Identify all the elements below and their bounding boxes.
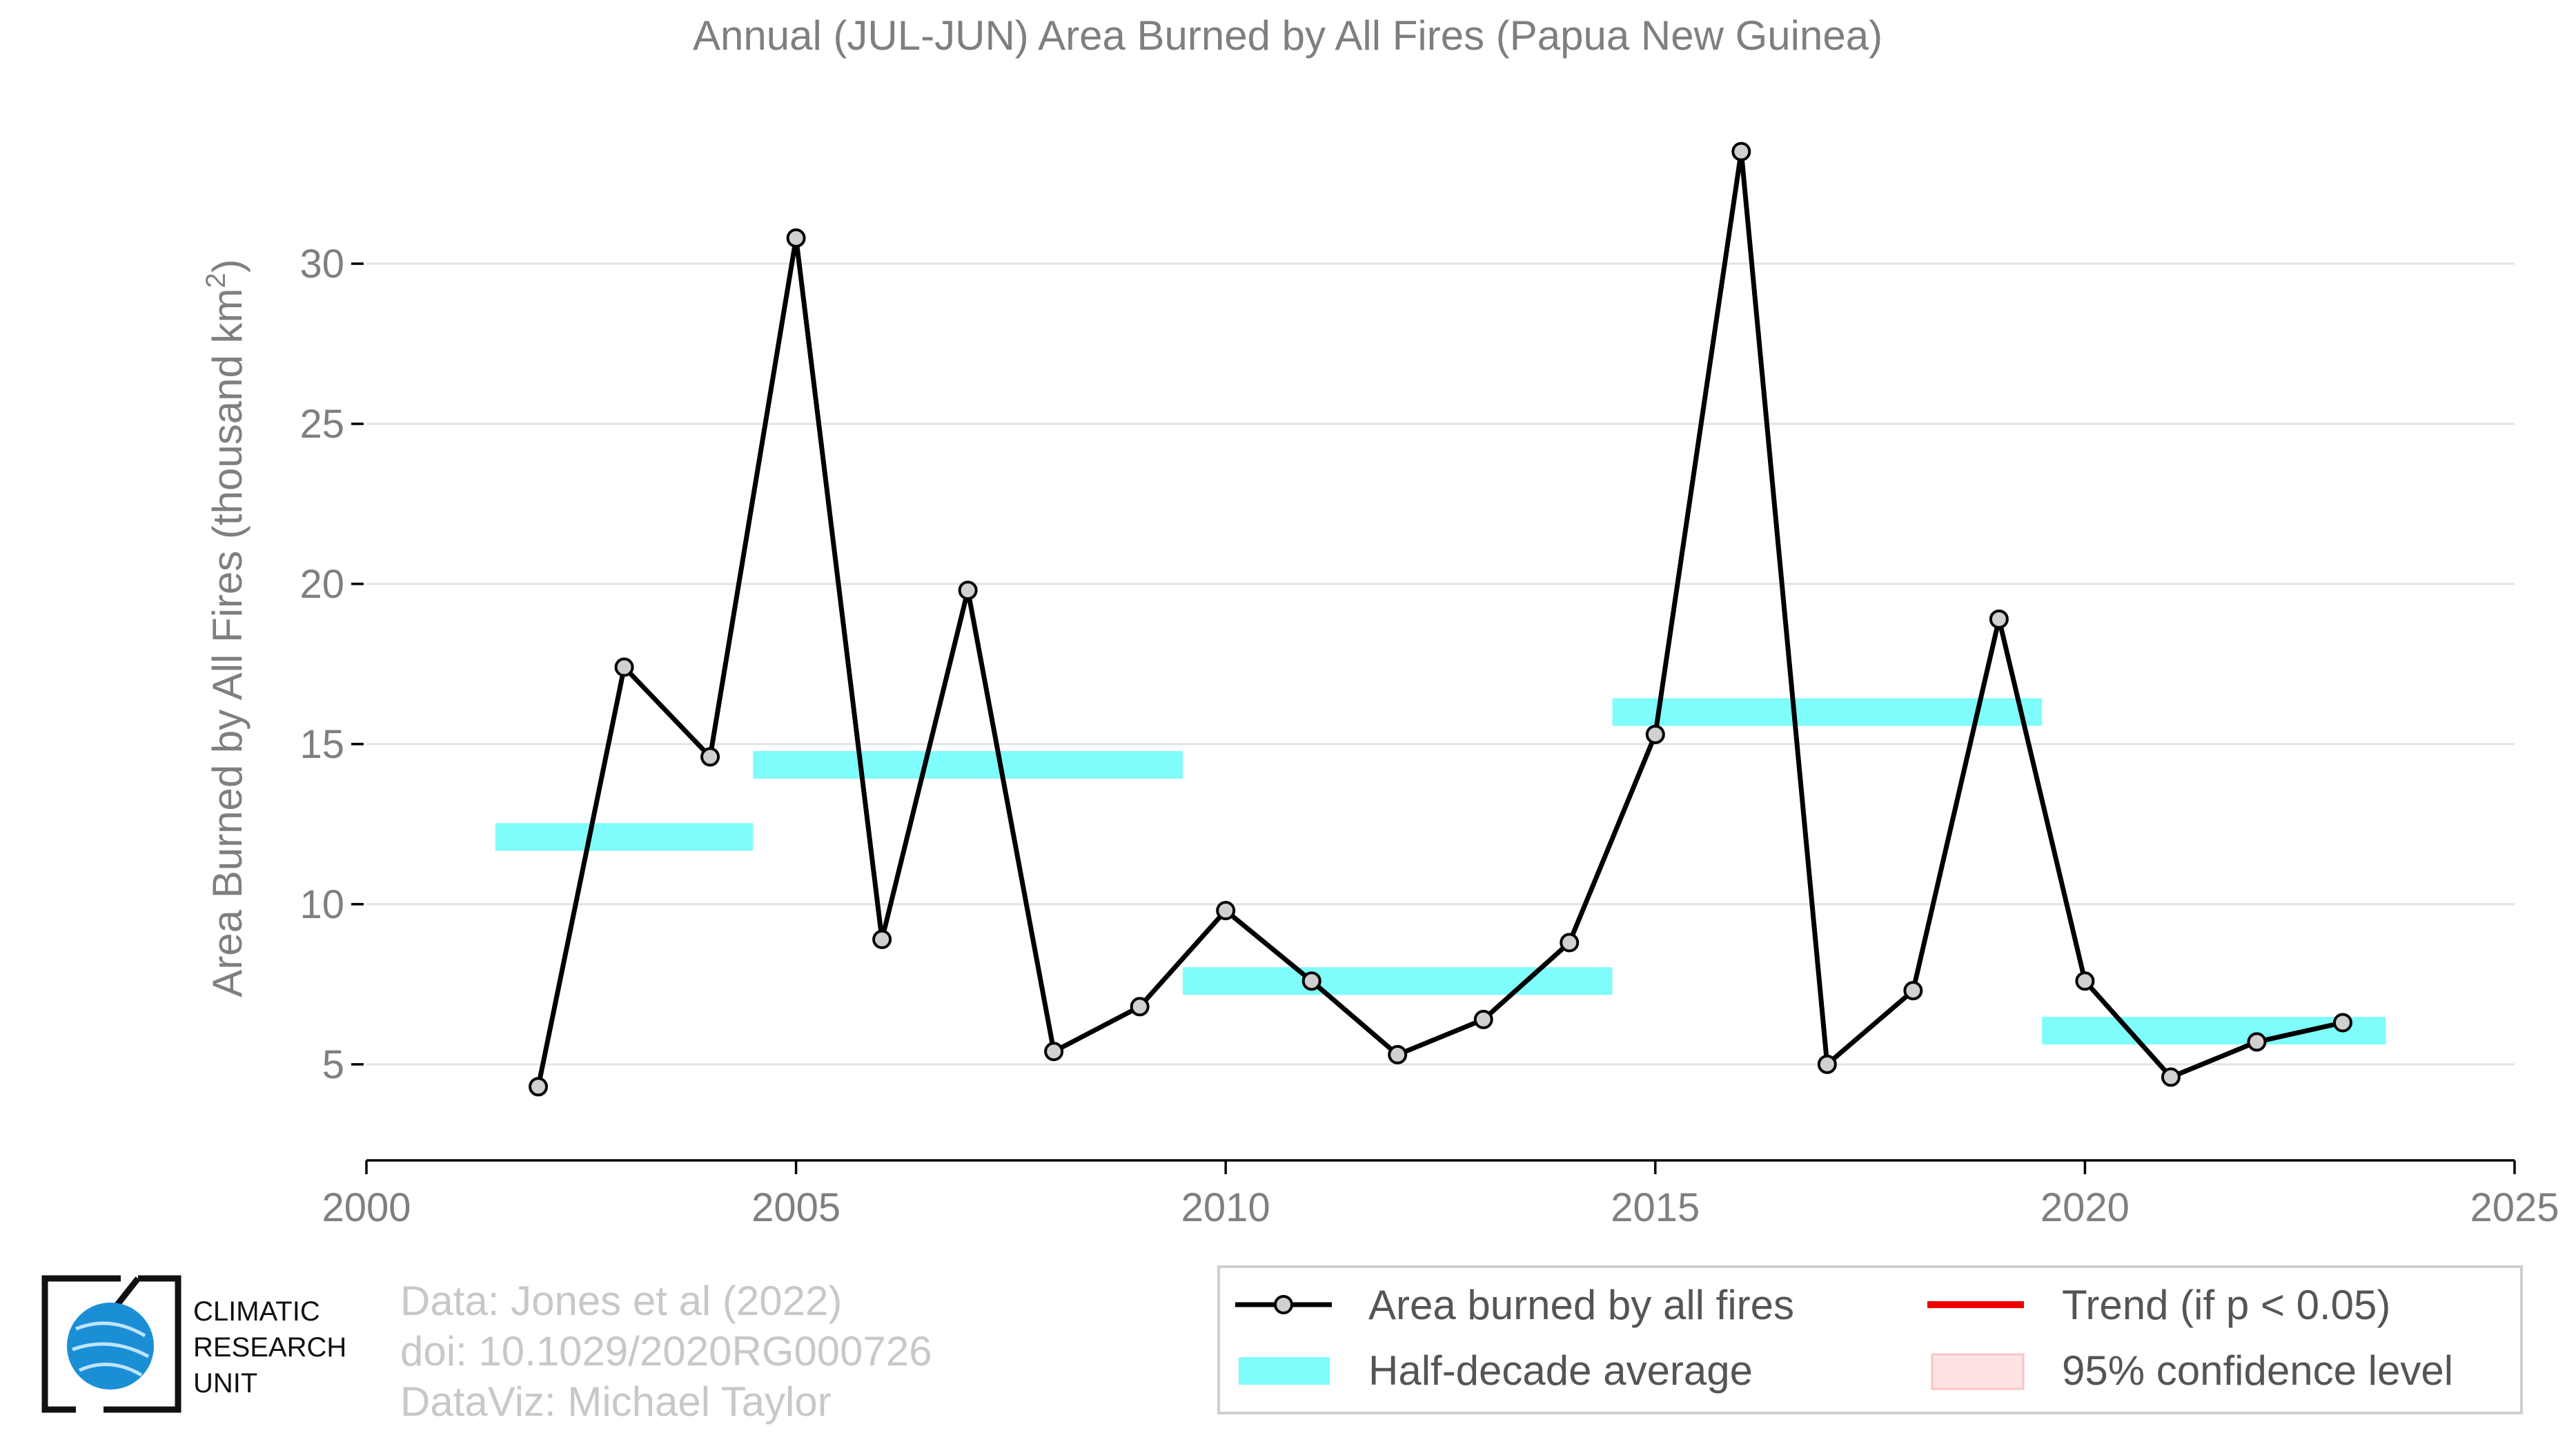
- half-decade-bar: [753, 751, 1183, 779]
- legend-avg-swatch: [1239, 1357, 1330, 1385]
- logo-text-climatic: CLIMATIC: [193, 1296, 320, 1327]
- x-tick-label: 2020: [2041, 1185, 2130, 1230]
- data-point: [1388, 1044, 1408, 1064]
- data-point: [1645, 724, 1665, 744]
- logo-bracket-left: [41, 1275, 121, 1413]
- credit-data: Data: Jones et al (2022): [400, 1278, 842, 1324]
- logo-bracket-right: [104, 1275, 181, 1413]
- data-point: [1473, 1009, 1493, 1029]
- data-point: [1989, 609, 2009, 629]
- data-point: [2075, 971, 2095, 991]
- data-point: [1216, 901, 1236, 921]
- half-decade-bar: [1612, 698, 2043, 726]
- legend-label-series: Area burned by all fires: [1368, 1282, 1794, 1328]
- y-axis-title-close: ): [204, 259, 250, 273]
- legend-label-average: Half-decade average: [1368, 1347, 1753, 1394]
- credit-doi: doi: 10.1029/2020RG000726: [400, 1328, 932, 1374]
- legend-frame: [1217, 1265, 2523, 1414]
- data-point: [958, 581, 978, 601]
- y-axis-title-sup: 2: [201, 273, 231, 288]
- data-point: [2332, 1013, 2352, 1033]
- legend-label-confidence: 95% confidence level: [2062, 1347, 2453, 1394]
- half-decade-bars: [495, 698, 2386, 1045]
- x-tick-label: 2010: [1181, 1185, 1270, 1230]
- y-tick-label: 20: [299, 562, 344, 607]
- legend-label-trend: Trend (if p < 0.05): [2062, 1282, 2390, 1328]
- y-tick-label: 30: [299, 242, 344, 286]
- globe-swirl: [72, 1321, 150, 1377]
- logo-slash: [115, 1276, 141, 1307]
- data-point: [614, 657, 634, 677]
- data-point: [1044, 1042, 1064, 1062]
- grid-lines: [366, 262, 2515, 1066]
- y-tick-label: 5: [322, 1042, 344, 1087]
- data-point: [1817, 1054, 1837, 1074]
- data-point: [786, 228, 806, 248]
- data-point: [1130, 997, 1150, 1017]
- series-points: [529, 142, 2352, 1097]
- series-line-path: [535, 149, 2343, 1088]
- data-point: [872, 929, 892, 949]
- legend: Area burned by all fires Trend (if p < 0…: [1217, 1265, 2523, 1414]
- data-point: [1301, 971, 1321, 991]
- data-point: [2247, 1032, 2267, 1052]
- logo-text-research: RESEARCH: [193, 1332, 346, 1363]
- credit-dataviz: DataViz: Michael Taylor: [400, 1379, 832, 1425]
- data-point: [529, 1077, 549, 1097]
- y-tick-label: 10: [299, 882, 344, 927]
- y-axis-title: Area Burned by All Fires (thousand km2): [201, 259, 250, 997]
- x-axis: 2000 2005 2010 2015 2020 2025: [322, 1159, 2559, 1230]
- half-decade-bar: [495, 823, 754, 851]
- cru-logo: CLIMATIC RESEARCH UNIT: [41, 1275, 346, 1413]
- x-tick-label: 2015: [1611, 1185, 1700, 1230]
- legend-confidence-swatch: [1931, 1353, 2025, 1390]
- y-axis-ticks: 5 10 15 20 25 30: [299, 242, 364, 1087]
- y-tick-label: 25: [299, 402, 344, 447]
- half-decade-bar: [2042, 1017, 2386, 1045]
- series-line: [535, 149, 2343, 1088]
- data-point: [1560, 933, 1580, 953]
- half-decade-bar: [1182, 967, 1613, 995]
- logo-text-unit: UNIT: [193, 1368, 257, 1399]
- y-axis-title-main: Area Burned by All Fires (thousand km: [204, 289, 250, 997]
- x-tick-label: 2000: [322, 1185, 411, 1230]
- data-point: [700, 747, 720, 767]
- x-tick-label: 2005: [751, 1185, 840, 1230]
- data-point: [1903, 981, 1923, 1001]
- y-tick-label: 15: [299, 722, 344, 767]
- x-tick-label: 2025: [2470, 1185, 2559, 1230]
- legend-point-swatch: [1274, 1295, 1293, 1314]
- data-point: [1731, 142, 1751, 162]
- data-point: [2161, 1067, 2181, 1087]
- chart-title: Annual (JUL-JUN) Area Burned by All Fire…: [693, 12, 1882, 59]
